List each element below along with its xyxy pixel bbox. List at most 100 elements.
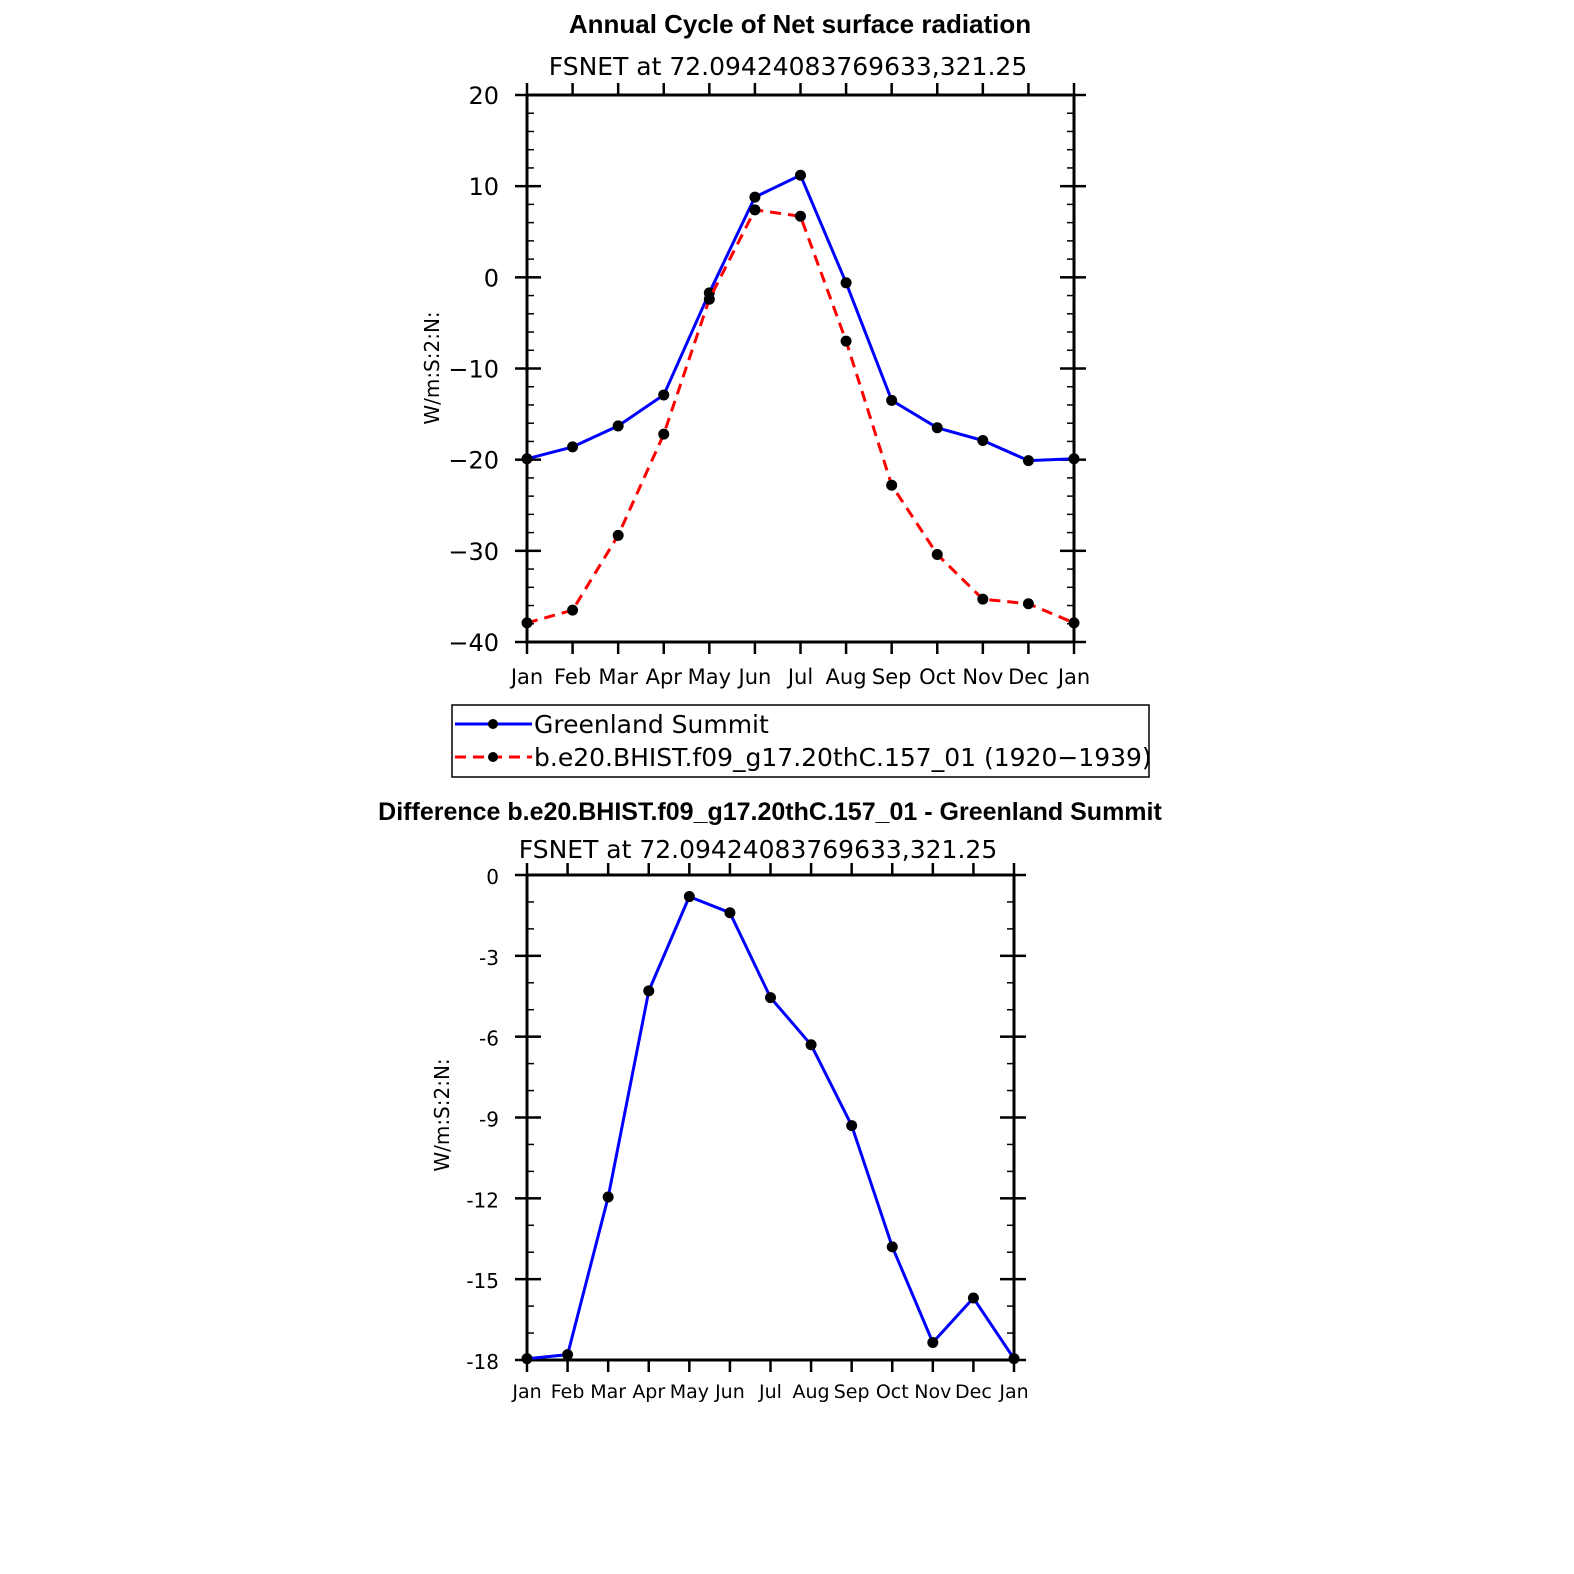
series-0-point	[658, 389, 670, 401]
chart1-x-tick-labels: Jan Feb Mar Apr May Jun Jul Aug Sep Oct Nov Dec Jan	[509, 665, 1090, 689]
x-tick-label: May	[670, 1381, 709, 1403]
x-tick-label: Mar	[590, 1381, 626, 1403]
series-0-point	[931, 422, 943, 434]
x-tick-label: Sep	[872, 665, 912, 689]
series-0-point	[567, 441, 579, 453]
series-0-point	[805, 1039, 817, 1051]
series-1-point	[1022, 598, 1034, 610]
series-0-point	[683, 891, 695, 903]
y-tick-label: -12	[466, 1188, 499, 1212]
x-tick-label: Jan	[998, 1381, 1028, 1403]
series-0-point	[1068, 453, 1080, 465]
x-tick-label: Jan	[511, 1381, 541, 1403]
y-tick-label: −10	[448, 356, 499, 384]
series-1-point	[612, 529, 624, 541]
chart-difference: Difference b.e20.BHIST.f09_g17.20thC.157…	[378, 798, 1162, 1403]
series-0-point	[521, 453, 533, 465]
chart2-x-tick-labels: Jan Feb Mar Apr May Jun Jul Aug Sep Oct Nov Dec Jan	[511, 1381, 1028, 1403]
y-tick-label: −20	[448, 447, 499, 475]
y-tick-label: -6	[479, 1027, 499, 1051]
series-0-point	[643, 985, 655, 997]
series-1-point	[795, 210, 806, 222]
x-tick-label: Jul	[786, 665, 813, 689]
chart2-plot-frame	[525, 873, 1016, 1362]
y-tick-label: 0	[486, 865, 499, 889]
series-line-1	[526, 208, 1075, 625]
series-0-point	[967, 1292, 979, 1304]
x-tick-label: Dec	[1008, 665, 1049, 689]
legend-marker-model	[488, 752, 498, 762]
x-tick-label: Sep	[834, 1381, 870, 1403]
x-tick-label: Jan	[1056, 665, 1090, 689]
chart1-series	[521, 169, 1080, 629]
y-tick-label: -3	[479, 946, 499, 970]
x-tick-label: Aug	[826, 665, 867, 689]
x-tick-label: Nov	[962, 665, 1003, 689]
chart1-legend: Greenland Summit b.e20.BHIST.f09_g17.20t…	[451, 704, 1152, 778]
y-tick-label: 0	[484, 264, 499, 292]
series-0-point	[1022, 455, 1034, 467]
series-0-point	[886, 1241, 898, 1253]
x-tick-label: Apr	[632, 1381, 665, 1403]
series-0-point	[977, 435, 989, 447]
x-tick-label: Aug	[793, 1381, 830, 1403]
x-tick-label: Mar	[598, 665, 638, 689]
chart2-subtitle: FSNET at 72.09424083769633,321.25	[519, 835, 997, 864]
x-tick-label: Jun	[714, 1381, 745, 1403]
chart1-subtitle: FSNET at 72.09424083769633,321.25	[549, 52, 1027, 81]
x-tick-label: Jan	[509, 665, 543, 689]
x-tick-label: Jun	[737, 665, 772, 689]
series-1-point	[658, 428, 670, 440]
x-tick-label: Oct	[876, 1381, 909, 1403]
x-tick-label: Feb	[551, 1381, 585, 1403]
series-0-point	[795, 169, 806, 181]
series-0-point	[840, 277, 852, 289]
y-tick-label: 20	[468, 82, 499, 110]
legend-box	[451, 704, 1150, 778]
x-tick-label: Oct	[919, 665, 955, 689]
chart2-ylabel: W/m:S:2:N:	[430, 1058, 454, 1171]
series-1-point	[977, 593, 989, 605]
series-0-point	[765, 992, 776, 1004]
chart-annual-cycle: Annual Cycle of Net surface radiation FS…	[420, 9, 1090, 689]
x-tick-label: May	[688, 665, 731, 689]
chart1-ticks	[515, 83, 1086, 654]
legend-label-model: b.e20.BHIST.f09_g17.20thC.157_01 (1920−1…	[534, 743, 1152, 772]
y-tick-label: -15	[466, 1269, 499, 1293]
series-1-point	[521, 617, 533, 629]
series-0-point	[724, 907, 736, 919]
series-0-point	[846, 1120, 858, 1132]
series-1-point	[703, 293, 715, 305]
x-tick-label: Apr	[646, 665, 683, 689]
x-tick-label: Jul	[758, 1381, 782, 1403]
chart1-y-tick-labels: −40 −30 −20 −10 0 10 20	[448, 82, 499, 657]
chart2-title: Difference b.e20.BHIST.f09_g17.20thC.157…	[378, 798, 1162, 826]
chart2-series	[521, 891, 1020, 1365]
series-0-point	[927, 1336, 939, 1348]
series-1-point	[931, 548, 943, 560]
chart2-ticks	[515, 863, 1026, 1372]
legend-label-greenland: Greenland Summit	[534, 710, 769, 739]
y-tick-label: -18	[466, 1350, 499, 1374]
legend-marker-greenland	[488, 719, 498, 729]
chart1-ylabel: W/m:S:2:N:	[420, 311, 444, 424]
series-0-point	[521, 1353, 533, 1365]
series-1-point	[1068, 617, 1080, 629]
x-tick-label: Nov	[914, 1381, 951, 1403]
y-tick-label: 10	[468, 173, 499, 201]
series-0-point	[562, 1349, 574, 1361]
y-tick-label: -9	[479, 1108, 499, 1132]
series-0-point	[1008, 1353, 1020, 1365]
series-0-point	[886, 394, 898, 406]
series-1-point	[886, 479, 898, 491]
chart2-y-tick-labels: -18 -15 -12 -9 -6 -3 0	[466, 865, 499, 1374]
x-tick-label: Feb	[554, 665, 591, 689]
series-line-0	[526, 895, 1016, 1361]
y-tick-label: −40	[448, 629, 499, 657]
y-tick-label: −30	[448, 538, 499, 566]
series-0-point	[612, 420, 624, 432]
series-1-point	[749, 204, 761, 216]
x-tick-label: Dec	[955, 1381, 992, 1403]
chart1-title: Annual Cycle of Net surface radiation	[569, 9, 1031, 39]
